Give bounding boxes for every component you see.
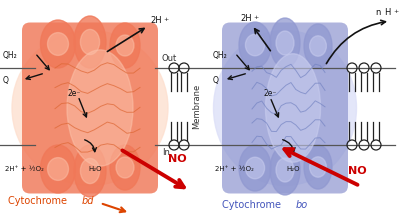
Ellipse shape	[116, 35, 134, 56]
Ellipse shape	[239, 22, 271, 68]
Ellipse shape	[74, 16, 106, 68]
Ellipse shape	[310, 157, 326, 177]
Text: QH₂: QH₂	[3, 51, 18, 60]
Text: H₂O: H₂O	[88, 166, 102, 172]
Ellipse shape	[116, 157, 134, 178]
Ellipse shape	[266, 54, 320, 162]
Ellipse shape	[80, 29, 100, 55]
Ellipse shape	[270, 145, 300, 195]
Text: 2e⁻: 2e⁻	[263, 88, 276, 97]
Text: +: +	[253, 15, 258, 20]
Ellipse shape	[246, 157, 265, 179]
Text: 2H: 2H	[150, 16, 162, 25]
Ellipse shape	[48, 158, 68, 180]
Text: Membrane: Membrane	[192, 84, 202, 129]
Text: NO: NO	[348, 166, 367, 176]
Ellipse shape	[246, 34, 265, 56]
Text: H: H	[384, 8, 390, 17]
Text: n: n	[375, 8, 380, 17]
Ellipse shape	[239, 145, 271, 191]
Text: 2H⁺ + ½O₂: 2H⁺ + ½O₂	[215, 166, 254, 172]
FancyBboxPatch shape	[222, 23, 348, 194]
Text: bd: bd	[82, 196, 94, 206]
Text: +: +	[163, 17, 168, 22]
Text: bo: bo	[296, 200, 308, 210]
Ellipse shape	[40, 20, 76, 68]
Text: QH₂: QH₂	[213, 51, 228, 60]
Ellipse shape	[276, 158, 294, 182]
Ellipse shape	[110, 145, 140, 190]
Ellipse shape	[80, 158, 100, 184]
Text: 2H: 2H	[240, 14, 252, 23]
Ellipse shape	[304, 145, 332, 189]
Text: 2H⁺ + ½O₂: 2H⁺ + ½O₂	[5, 166, 44, 172]
Text: Q: Q	[213, 76, 219, 85]
Ellipse shape	[40, 145, 76, 193]
Text: 2e⁻: 2e⁻	[68, 88, 81, 97]
Ellipse shape	[110, 23, 140, 68]
Text: +: +	[393, 9, 398, 14]
Text: In: In	[162, 148, 170, 157]
Ellipse shape	[276, 31, 294, 55]
FancyBboxPatch shape	[22, 23, 158, 194]
Ellipse shape	[214, 30, 356, 185]
Ellipse shape	[74, 145, 106, 197]
Ellipse shape	[270, 18, 300, 68]
Text: Q: Q	[3, 76, 9, 85]
Text: Cytochrome: Cytochrome	[8, 196, 70, 206]
Ellipse shape	[12, 30, 168, 185]
Text: Out: Out	[162, 54, 177, 63]
Ellipse shape	[48, 33, 68, 55]
Ellipse shape	[310, 36, 326, 56]
Ellipse shape	[304, 24, 332, 68]
Text: H₂O: H₂O	[286, 166, 300, 172]
Text: NO: NO	[168, 154, 187, 164]
Text: Cytochrome: Cytochrome	[222, 200, 284, 210]
Ellipse shape	[67, 50, 133, 166]
